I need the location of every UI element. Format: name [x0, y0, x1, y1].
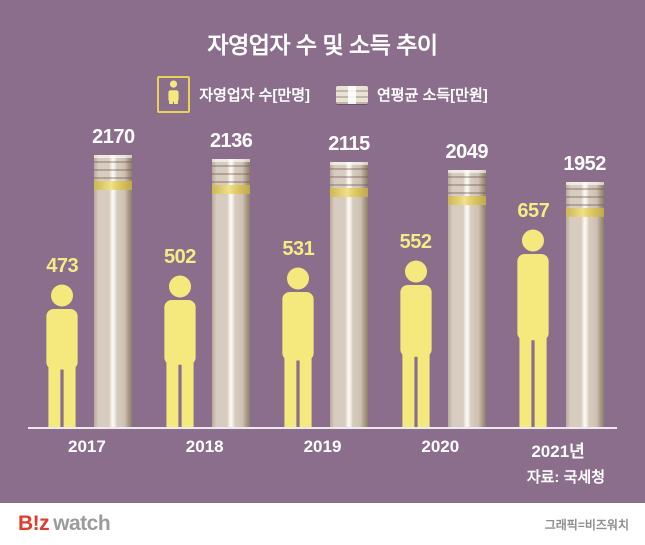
source-note: 자료: 국세청 — [526, 469, 605, 486]
person-value-label: 657 — [517, 200, 550, 222]
money-column: 2115 — [328, 133, 370, 427]
person-figure — [46, 284, 78, 427]
money-bar — [447, 170, 486, 427]
person-figure — [517, 229, 549, 427]
bar-group: 657 1952 — [499, 127, 617, 427]
money-bar — [329, 162, 368, 427]
logo-watch: watch — [53, 512, 111, 535]
footer-bar: B!z watch 그래픽=비즈워치 — [0, 503, 645, 545]
legend-item-person: 자영업자 수[만명] — [157, 76, 310, 113]
legend-money-label: 연평균 소득[만원] — [377, 87, 488, 104]
year-labels: 2017 2018 2019 2020 2021년 — [28, 437, 617, 462]
bar-group: 473 2170 — [28, 126, 146, 427]
year-label: 2018 — [185, 437, 224, 456]
money-value-label: 2115 — [328, 133, 370, 155]
person-figure — [164, 275, 196, 427]
bar-group: 502 2136 — [146, 127, 264, 427]
person-column: 657 — [510, 200, 556, 427]
money-bar — [212, 159, 251, 427]
money-value-label: 2136 — [209, 130, 253, 152]
person-value-label: 552 — [399, 231, 432, 253]
money-column: 1952 — [563, 153, 606, 427]
person-value-label: 473 — [46, 255, 79, 277]
bar-group: 531 2115 — [264, 127, 382, 427]
person-column: 531 — [275, 238, 321, 427]
legend-person-iconbox — [157, 76, 191, 113]
person-column: 473 — [39, 255, 85, 427]
person-column: 552 — [393, 231, 439, 427]
money-value-label: 1952 — [563, 153, 606, 175]
money-value-label: 2170 — [92, 126, 135, 148]
logo-biz: B!z — [18, 512, 50, 535]
money-column: 2136 — [210, 130, 253, 427]
year-label: 2020 — [421, 437, 460, 456]
graphic-credit: 그래픽=비즈워치 — [544, 517, 629, 532]
person-figure — [399, 260, 432, 427]
person-value-label: 531 — [282, 238, 315, 260]
person-figure — [282, 267, 314, 427]
chart-legend: 자영업자 수[만명] 연평균 소득[만원] — [0, 76, 645, 113]
year-label: 2021년 — [531, 442, 585, 461]
person-column: 502 — [157, 246, 203, 427]
money-column: 2170 — [92, 126, 135, 427]
bar-group: 552 2049 — [381, 127, 499, 427]
money-bar — [94, 155, 133, 427]
money-bar — [565, 182, 604, 427]
person-icon — [166, 80, 181, 109]
chart-title: 자영업자 수 및 소득 추이 — [207, 32, 438, 58]
person-value-label: 502 — [164, 246, 196, 268]
money-icon — [336, 85, 368, 104]
money-column: 2049 — [446, 141, 489, 427]
bizwatch-logo: B!z watch — [18, 512, 111, 536]
money-value-label: 2049 — [445, 141, 489, 163]
chart-area: 473 2170 502 2136 531 2115 552 2049 657 1952 — [28, 126, 617, 429]
legend-item-money: 연평균 소득[만원] — [336, 84, 488, 105]
year-label: 2019 — [303, 437, 342, 456]
year-label: 2017 — [67, 437, 106, 456]
legend-person-label: 자영업자 수[만명] — [199, 87, 310, 104]
